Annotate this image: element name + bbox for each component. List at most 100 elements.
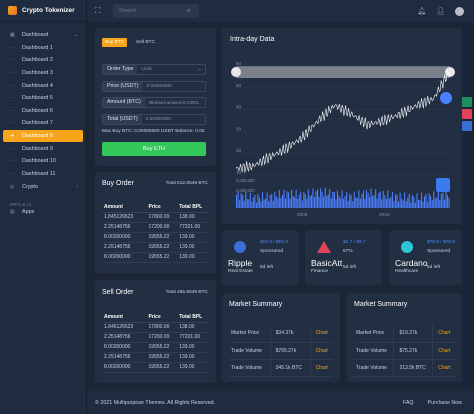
volume-bar — [393, 201, 395, 208]
volume-bar — [335, 199, 337, 208]
table-row[interactable]: 8.00200000 19555.22 139.00 — [102, 362, 208, 373]
column-header[interactable]: Amount — [102, 202, 147, 213]
search-icon[interactable]: ⌕ — [187, 7, 191, 14]
table-row[interactable]: 8.00200000 19555.22 139.00 — [102, 252, 208, 263]
coin-card-basicatt[interactable]: $2.7 / $9.7 67% BasicAtt 5d left Finance — [305, 230, 382, 285]
coin-card-cardano[interactable]: $78.9 / $78.9 Sponsored Cardano 5d left Heal… — [389, 230, 462, 285]
sidebar-item-label: Dashboard 3 — [22, 70, 53, 77]
grid-icon: ▦ — [10, 32, 15, 39]
table-row[interactable]: 8.00200000 19555.22 139.00 — [102, 232, 208, 243]
side-tab-red[interactable] — [462, 109, 472, 119]
column-header[interactable]: Total BPL — [177, 202, 208, 213]
tab-buy-btc[interactable]: Buy BTC — [102, 38, 128, 47]
sidebar-item-dashboard-7[interactable]: ⋯ Dashboard 7 — [0, 117, 86, 130]
volume-bar — [358, 190, 360, 208]
chart-link[interactable]: Chart — [309, 342, 333, 360]
table-row[interactable]: 8.00200000 19555.22 139.00 — [102, 342, 208, 353]
sidebar-item-label: Dashboard 11 — [22, 170, 56, 177]
chart-link[interactable]: Chart — [432, 342, 455, 360]
y-tick-label: 50 — [236, 83, 242, 88]
sidebar-item-crypto[interactable]: ◎ Crypto › — [0, 181, 86, 194]
side-tab-blue[interactable] — [462, 121, 472, 131]
chart-link[interactable]: Chart — [432, 359, 455, 377]
side-tab-green[interactable] — [462, 97, 472, 107]
coin-name: Ripple — [228, 258, 253, 268]
sidebar-item-dashboard-4[interactable]: ⋯ Dashboard 4 — [0, 79, 86, 92]
sidebar-item-dashboard-5[interactable]: ⋯ Dashboard 5 — [0, 92, 86, 105]
sidebar-item-apps[interactable]: ▤ Apps — [0, 209, 86, 215]
column-header[interactable]: Price — [146, 202, 178, 213]
table-row[interactable]: 2.25148756 19555.22 139.00 — [102, 242, 208, 253]
sidebar-item-dashboard-10[interactable]: ⋯ Dashboard 10 — [0, 155, 86, 168]
sidebar-item-dashboard-2[interactable]: ⋯ Dashboard 2 — [0, 54, 86, 67]
total-input[interactable]: 0.00000000 — [145, 117, 171, 122]
side-tabs — [462, 97, 474, 133]
sidebar-item-dashboard-1[interactable]: ⋯ Dashboard 1 — [0, 42, 86, 55]
volume-bar — [352, 201, 354, 208]
coin-category: Healthcare — [395, 269, 419, 274]
buy-order-table: Amount Price Total BPL 1.845126523 17800.00 1… — [102, 202, 208, 263]
chart-link[interactable]: Chart — [309, 359, 333, 377]
volume-bar — [330, 198, 332, 208]
column-header[interactable]: Total BPL — [177, 312, 208, 323]
table-row[interactable]: 1.845126523 17800.00 138.00 — [102, 322, 208, 333]
volume-bar — [297, 198, 299, 208]
buy-eth-button[interactable]: Buy ETH — [102, 142, 206, 156]
volume-bar — [254, 194, 256, 208]
table-cell: 139.00 — [177, 252, 208, 263]
order-type-select[interactable]: Limit — [141, 67, 152, 72]
column-header[interactable]: Price — [146, 312, 178, 323]
table-row[interactable]: 2.25148756 19555.22 139.00 — [102, 352, 208, 363]
volume-bar — [439, 200, 441, 208]
table-row[interactable]: 1.845126523 17800.00 138.00 — [102, 212, 208, 223]
summary-label: Trade Volume — [229, 342, 271, 360]
sidebar-item-dashboard-3[interactable]: ⋯ Dashboard 3 — [0, 67, 86, 80]
table-row[interactable]: 2.25148756 17200.00 77201.00 — [102, 332, 208, 343]
sidebar-item-dashboard-9[interactable]: ⋯ Dashboard 9 — [0, 142, 86, 155]
order-type-field[interactable]: Order Type Limit ⌄ — [102, 64, 206, 75]
table-cell: 8.00200000 — [102, 252, 147, 263]
amount-input[interactable]: Minimum amount is 0.0001 — [148, 100, 200, 105]
price-field[interactable]: Price (USDT) 0.00000000 — [102, 81, 206, 92]
coin-card-ripple[interactable]: $10.8 / $55.0 Sponsored Ripple 5d left Real … — [222, 230, 299, 285]
purchase-link[interactable]: Purchase Now — [427, 399, 462, 406]
bell-icon[interactable]: 🔔︎ — [417, 8, 427, 15]
faq-link[interactable]: FAQ — [402, 399, 414, 406]
summary-label: Market Price — [354, 325, 394, 343]
sidebar-item-label: Dashboard 7 — [22, 120, 53, 127]
chart-link[interactable]: Chart — [309, 325, 333, 343]
volume-bar — [346, 192, 348, 208]
user-icon[interactable]: 👤︎ — [436, 8, 445, 15]
chart-link[interactable]: Chart — [432, 325, 455, 343]
volume-bar — [284, 198, 286, 208]
volume-bar — [387, 190, 389, 208]
dots-icon: ⋯ — [10, 170, 15, 177]
volume-bar — [326, 195, 328, 208]
search-input[interactable] — [119, 8, 187, 14]
price-input[interactable]: 0.00000000 — [146, 84, 172, 89]
y-tick-label: 10 — [236, 170, 242, 175]
sidebar-item-dashboard[interactable]: ▦ Dashboard ⌄ — [0, 29, 86, 42]
sell-order-total: Total 485.8549 BTC — [165, 290, 208, 295]
avatar[interactable] — [455, 6, 464, 16]
table-row[interactable]: 2.25148756 17200.00 77201.00 — [102, 222, 208, 233]
sidebar-item-dashboard-6[interactable]: ⋯ Dashboard 6 — [0, 105, 86, 118]
total-field[interactable]: Total (USDT) 0.00000000 — [102, 114, 206, 125]
table-cell: 8.00200000 — [102, 362, 147, 373]
sidebar-item-dashboard-11[interactable]: ⋯ Dashboard 11 — [0, 168, 86, 181]
fullscreen-icon[interactable]: ⛶ — [95, 6, 101, 15]
volume-bar — [443, 199, 445, 208]
sidebar-item-dashboard-8[interactable]: ➔ Dashboard 8 — [3, 129, 83, 143]
tab-sell-btc[interactable]: Sell BTC — [136, 40, 155, 45]
table-cell: 139.00 — [177, 342, 208, 353]
volume-bar — [398, 201, 400, 208]
price-label: Price (USDT) — [103, 82, 143, 91]
top-icons: 🔔︎ 👤︎ — [417, 6, 464, 16]
amount-field[interactable]: Amount (BTC) Minimum amount is 0.0001 — [102, 97, 206, 108]
price-line — [235, 69, 451, 173]
top-bar: ⛶ ⌕ 🔔︎ 👤︎ — [87, 0, 474, 22]
column-header[interactable]: Amount — [102, 312, 147, 323]
search-box[interactable]: ⌕ — [113, 4, 199, 18]
brand[interactable]: Crypto Tokenizer — [0, 0, 86, 22]
